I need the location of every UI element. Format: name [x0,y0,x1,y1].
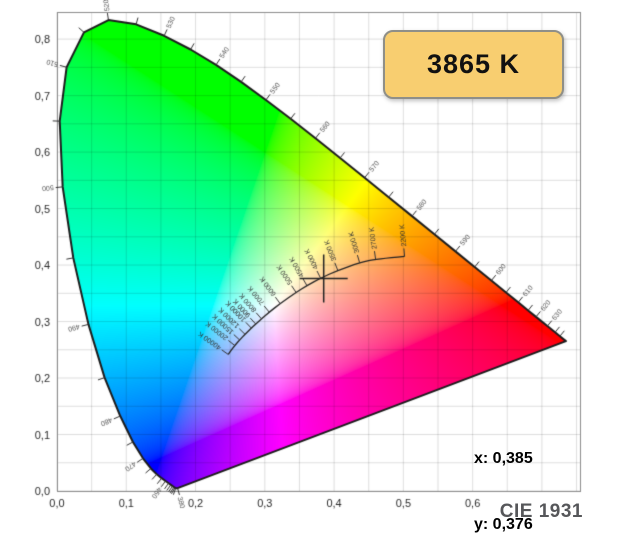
cct-badge: 3865 K [383,30,564,99]
diagram-caption: CIE 1931 [499,501,583,522]
readout-y-value: y: 0,376 [474,516,533,533]
cct-badge-label: 3865 K [426,49,521,79]
readout-x-value: x: 0,385 [474,450,533,467]
xy-coordinate-readout: x: 0,385 y: 0,376 [474,404,533,550]
